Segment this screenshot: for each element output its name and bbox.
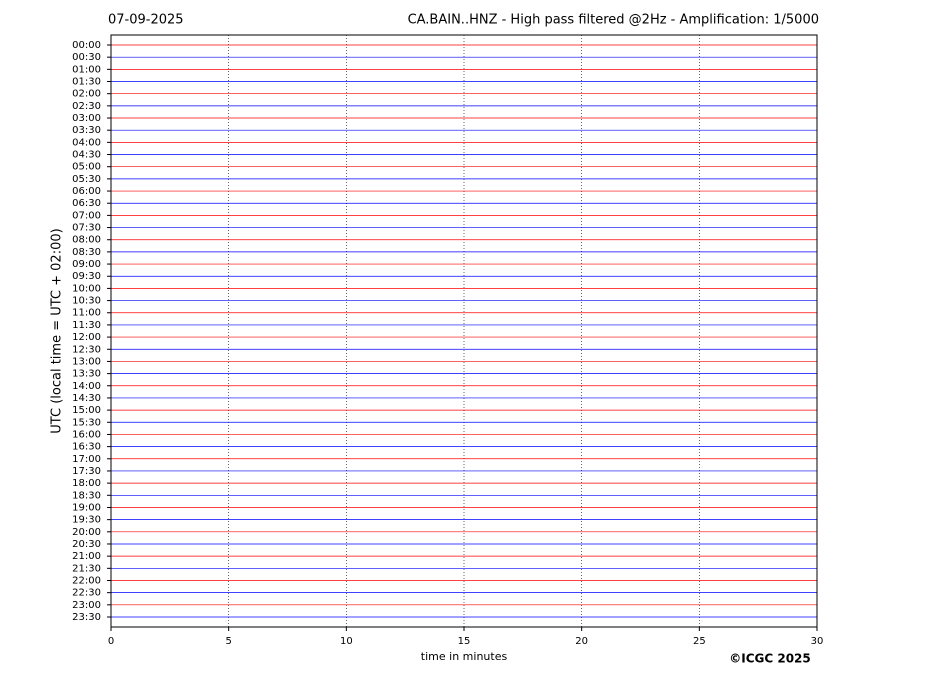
- x-tick-label: 25: [693, 636, 706, 647]
- y-tick-label: 13:30: [72, 369, 101, 380]
- y-tick-label: 05:30: [72, 174, 101, 185]
- x-axis-label: time in minutes: [421, 650, 508, 663]
- y-tick-label: 03:30: [72, 125, 101, 136]
- chart-title: CA.BAIN..HNZ - High pass filtered @2Hz -…: [408, 13, 819, 28]
- y-tick-label: 16:00: [72, 429, 101, 440]
- y-tick-label: 23:00: [72, 600, 101, 611]
- y-tick-label: 22:30: [72, 588, 101, 599]
- y-tick-label: 19:30: [72, 515, 101, 526]
- y-tick-label: 02:00: [72, 89, 101, 100]
- y-tick-label: 16:30: [72, 442, 101, 453]
- y-tick-label: 23:30: [72, 612, 101, 623]
- y-tick-label: 11:30: [72, 320, 101, 331]
- y-tick-label: 21:30: [72, 563, 101, 574]
- y-tick-label: 06:00: [72, 186, 101, 197]
- y-tick-label: 21:00: [72, 551, 101, 562]
- y-tick-label: 00:00: [72, 40, 101, 51]
- y-tick-label: 12:00: [72, 332, 101, 343]
- y-tick-label: 11:00: [72, 308, 101, 319]
- y-tick-label: 14:30: [72, 393, 101, 404]
- y-tick-label: 15:30: [72, 417, 101, 428]
- y-tick-label: 05:00: [72, 162, 101, 173]
- x-tick-label: 5: [225, 636, 231, 647]
- y-tick-label: 08:00: [72, 235, 101, 246]
- y-tick-label: 09:30: [72, 271, 101, 282]
- y-tick-label: 07:30: [72, 223, 101, 234]
- y-tick-label: 04:00: [72, 137, 101, 148]
- y-tick-label: 18:00: [72, 478, 101, 489]
- y-tick-label: 09:00: [72, 259, 101, 270]
- y-tick-label: 17:00: [72, 454, 101, 465]
- y-tick-label: 10:00: [72, 283, 101, 294]
- y-tick-label: 17:30: [72, 466, 101, 477]
- y-tick-label: 14:00: [72, 381, 101, 392]
- y-tick-label: 02:30: [72, 101, 101, 112]
- date: 07-09-2025: [108, 13, 184, 28]
- y-tick-label: 20:30: [72, 539, 101, 550]
- y-tick-label: 15:00: [72, 405, 101, 416]
- x-tick-label: 15: [458, 636, 471, 647]
- y-tick-label: 20:00: [72, 527, 101, 538]
- y-tick-label: 00:30: [72, 52, 101, 63]
- y-tick-label: 01:30: [72, 77, 101, 88]
- y-axis-label: UTC (local time = UTC + 02:00): [50, 228, 65, 433]
- y-tick-label: 19:00: [72, 502, 101, 513]
- y-tick-label: 12:30: [72, 344, 101, 355]
- y-tick-label: 03:00: [72, 113, 101, 124]
- y-tick-label: 07:00: [72, 210, 101, 221]
- y-tick-label: 13:00: [72, 356, 101, 367]
- x-tick-label: 0: [108, 636, 114, 647]
- x-tick-label: 30: [811, 636, 824, 647]
- x-tick-label: 20: [575, 636, 588, 647]
- y-tick-label: 18:30: [72, 490, 101, 501]
- y-tick-label: 10:30: [72, 296, 101, 307]
- y-tick-label: 06:30: [72, 198, 101, 209]
- plot-frame: [110, 34, 818, 628]
- y-tick-label: 08:30: [72, 247, 101, 258]
- y-tick-label: 01:00: [72, 64, 101, 75]
- y-tick-label: 04:30: [72, 150, 101, 161]
- copyright: ©ICGC 2025: [729, 652, 811, 666]
- x-tick-label: 10: [340, 636, 353, 647]
- y-tick-label: 22:00: [72, 575, 101, 586]
